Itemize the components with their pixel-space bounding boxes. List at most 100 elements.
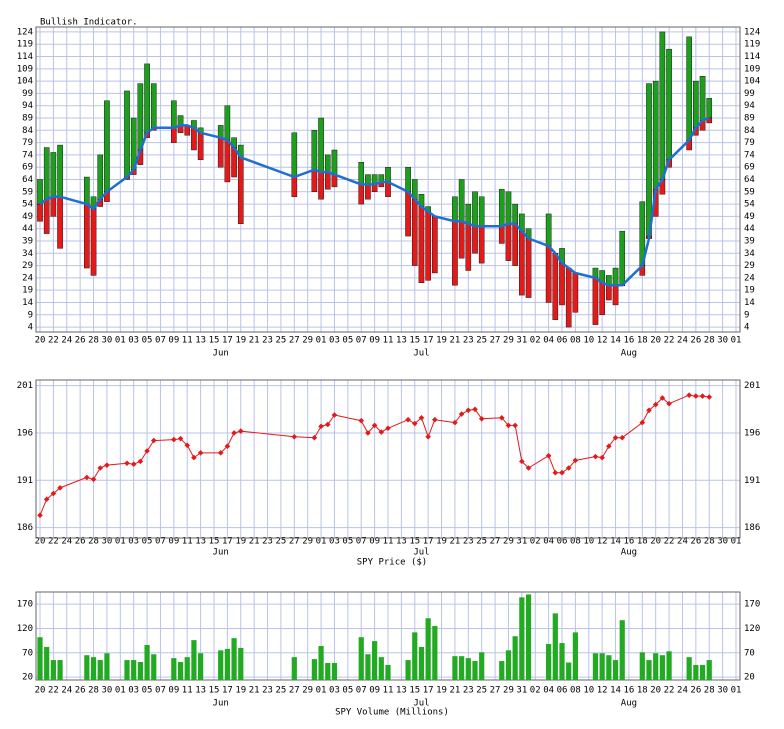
price-marker xyxy=(525,465,532,471)
y-tick-label: 114 xyxy=(17,52,33,62)
volume-bar xyxy=(218,650,224,680)
chart-title: SPY Price ($) xyxy=(357,558,427,568)
y-tick-label-right: 74 xyxy=(744,150,755,160)
y-tick-label: 99 xyxy=(22,89,33,99)
price-marker xyxy=(371,422,378,429)
y-tick-label-right: 69 xyxy=(744,163,755,173)
bull-bar xyxy=(177,115,184,126)
x-tick-label: 07 xyxy=(356,537,367,547)
x-tick-label: 07 xyxy=(155,537,166,547)
volume-bar xyxy=(57,660,63,680)
volume-bar xyxy=(291,657,297,680)
bull-bar xyxy=(311,130,318,170)
plot-frame xyxy=(35,379,741,539)
x-tick-label: 29 xyxy=(302,686,313,696)
y-tick-label-right: 70 xyxy=(744,648,755,658)
price-marker xyxy=(237,428,244,434)
bear-bar xyxy=(525,238,532,298)
price-marker xyxy=(90,476,97,483)
bear-bar xyxy=(498,226,505,244)
bull-bar xyxy=(224,105,231,141)
x-tick-label: 25 xyxy=(276,537,287,547)
x-tick-label: 01 xyxy=(731,336,742,346)
y-tick-label-right: 109 xyxy=(744,64,760,74)
x-tick-label: 01 xyxy=(115,336,126,346)
x-tick-label: 23 xyxy=(262,537,273,547)
x-tick-label: 30 xyxy=(717,336,728,346)
volume-bar xyxy=(505,650,512,680)
bull-bar xyxy=(472,191,478,227)
bull-bar xyxy=(37,179,43,205)
price-marker xyxy=(171,436,177,443)
volume-bar xyxy=(465,658,471,680)
x-tick-label: 13 xyxy=(396,686,407,696)
volume-bar xyxy=(653,653,659,680)
bear-bar xyxy=(191,127,197,151)
x-tick-label: 24 xyxy=(61,537,72,547)
x-tick-label: 01 xyxy=(115,686,126,696)
x-tick-label: 15 xyxy=(209,537,220,547)
x-tick-label: 31 xyxy=(516,537,527,547)
x-tick-label: 09 xyxy=(369,537,380,547)
x-tick-label: 04 xyxy=(543,336,554,346)
y-tick-label: 69 xyxy=(22,163,33,173)
bull-bar xyxy=(318,117,324,173)
x-tick-label: 26 xyxy=(690,686,701,696)
volume-bar xyxy=(479,652,485,680)
y-tick-label: 39 xyxy=(22,236,33,246)
x-tick-label: 14 xyxy=(610,336,621,346)
x-tick-label: 19 xyxy=(436,686,447,696)
x-tick-label: 05 xyxy=(142,336,153,346)
price-marker xyxy=(385,425,391,432)
bull-bar xyxy=(659,31,666,180)
volume-bar xyxy=(137,662,143,680)
x-tick-label: 13 xyxy=(195,686,206,696)
price-marker xyxy=(231,430,237,436)
volume-bar xyxy=(699,664,706,680)
x-tick-label: 24 xyxy=(61,686,72,696)
volume-bar xyxy=(238,647,244,680)
bear-bar xyxy=(358,184,365,205)
bull-bar xyxy=(545,213,552,247)
x-tick-label: 29 xyxy=(503,537,514,547)
price-marker xyxy=(217,450,224,456)
volume-bar xyxy=(559,643,565,680)
x-tick-label: 03 xyxy=(128,686,139,696)
x-tick-label: 29 xyxy=(302,537,313,547)
x-tick-label: 22 xyxy=(48,537,59,547)
y-tick-label-right: 99 xyxy=(744,89,755,99)
volume-bar xyxy=(231,638,237,680)
y-tick-label: 109 xyxy=(17,64,33,74)
y-tick-label: 64 xyxy=(22,175,33,185)
volume-bar xyxy=(104,653,110,680)
price-marker xyxy=(686,392,692,398)
x-tick-label: 01 xyxy=(316,686,327,696)
bear-bar xyxy=(552,253,559,320)
volume-bar xyxy=(693,664,699,680)
x-tick-label: 25 xyxy=(476,537,487,547)
x-tick-label: 02 xyxy=(530,537,541,547)
price-marker xyxy=(137,458,144,465)
x-tick-label: 14 xyxy=(610,537,621,547)
bull-bar xyxy=(452,196,458,222)
x-tick-label: 05 xyxy=(142,537,153,547)
y-tick-label-right: 44 xyxy=(744,224,755,234)
x-tick-label: 23 xyxy=(463,686,474,696)
y-tick-label: 74 xyxy=(22,150,33,160)
bear-bar xyxy=(545,245,552,303)
volume-bar xyxy=(418,646,425,680)
volume-bar xyxy=(44,646,50,680)
x-tick-label: 18 xyxy=(637,686,648,696)
volume-bar xyxy=(171,658,177,680)
x-tick-label: 25 xyxy=(276,686,287,696)
bear-bar xyxy=(237,157,244,224)
x-tick-label: 28 xyxy=(88,686,99,696)
volume-bar xyxy=(325,662,331,680)
bear-bar xyxy=(84,203,90,269)
volume-bar xyxy=(612,660,619,680)
x-tick-label: 10 xyxy=(583,336,594,346)
bear-bar xyxy=(559,262,565,306)
x-tick-label: 22 xyxy=(664,686,675,696)
x-tick-label: 11 xyxy=(383,537,394,547)
volume-bar xyxy=(198,653,204,680)
